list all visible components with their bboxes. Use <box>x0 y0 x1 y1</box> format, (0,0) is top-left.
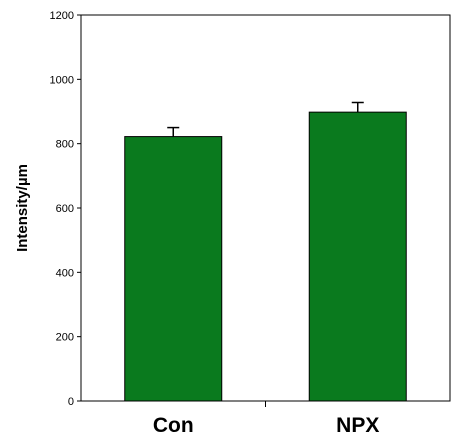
bar-npx <box>309 112 406 401</box>
y-tick-label: 200 <box>56 332 74 344</box>
y-tick-label: 1000 <box>50 74 74 86</box>
x-category-label: NPX <box>336 414 379 437</box>
x-axis: Con NPX <box>153 401 380 437</box>
bars <box>125 102 407 401</box>
y-tick-label: 1200 <box>50 10 74 22</box>
y-tick-label: 400 <box>56 267 74 279</box>
y-tick-label: 800 <box>56 139 74 151</box>
x-category-label: Con <box>153 414 194 437</box>
y-tick-label: 600 <box>56 203 74 215</box>
y-tick-label: 0 <box>68 396 74 408</box>
bar-con <box>125 137 222 401</box>
y-axis-title: Intensity/µm <box>14 164 31 252</box>
y-axis: 0 200 400 600 800 1000 1200 <box>50 10 81 408</box>
